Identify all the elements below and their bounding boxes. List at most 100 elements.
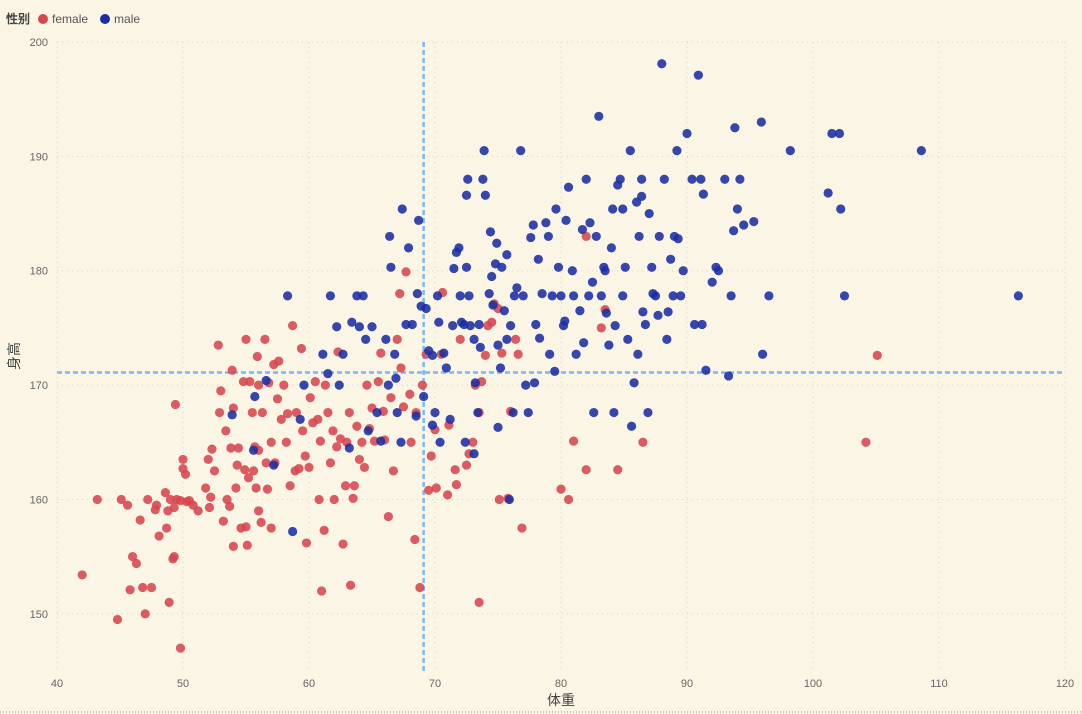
data-point-male bbox=[634, 231, 644, 242]
data-point-male bbox=[567, 266, 577, 276]
data-point-male bbox=[618, 291, 628, 301]
data-point-male bbox=[637, 174, 647, 184]
data-point-female bbox=[383, 512, 393, 522]
legend-item-female[interactable]: female bbox=[38, 12, 88, 26]
data-point-male bbox=[518, 291, 528, 301]
data-point-male bbox=[547, 291, 557, 301]
gridlines bbox=[0, 41, 1082, 713]
data-point-male bbox=[261, 375, 271, 386]
data-point-female bbox=[169, 552, 179, 562]
data-point-female bbox=[319, 525, 329, 535]
data-point-female bbox=[164, 597, 174, 607]
data-point-male bbox=[556, 291, 566, 301]
data-point-male bbox=[385, 231, 395, 242]
data-point-female bbox=[480, 350, 490, 360]
data-point-female bbox=[193, 506, 203, 516]
data-point-female bbox=[112, 614, 123, 625]
data-point-female bbox=[581, 231, 591, 242]
legend-title: 性别 bbox=[6, 12, 31, 26]
x-tick-label: 110 bbox=[930, 678, 948, 690]
data-point-male bbox=[386, 262, 396, 272]
data-point-female bbox=[254, 380, 264, 390]
data-point-male bbox=[571, 349, 581, 359]
data-point-female bbox=[257, 407, 267, 418]
data-point-female bbox=[175, 643, 186, 653]
data-point-male bbox=[318, 349, 328, 359]
data-point-male bbox=[678, 266, 688, 276]
data-point-female bbox=[301, 538, 312, 548]
data-point-female bbox=[345, 580, 356, 590]
data-point-male bbox=[623, 334, 633, 344]
data-point-male bbox=[756, 117, 766, 127]
data-point-male bbox=[609, 407, 619, 418]
data-point-male bbox=[391, 373, 401, 383]
data-point-male bbox=[396, 437, 406, 447]
data-point-male bbox=[269, 460, 279, 470]
data-point-male bbox=[589, 407, 599, 418]
data-point-female bbox=[146, 582, 157, 593]
legend-dot-female bbox=[38, 13, 49, 24]
data-point-male bbox=[726, 291, 736, 301]
data-point-female bbox=[214, 407, 225, 418]
data-point-male bbox=[487, 271, 497, 282]
data-point-male bbox=[383, 380, 393, 390]
data-point-female bbox=[352, 421, 362, 431]
data-point-female bbox=[340, 481, 351, 491]
data-point-male bbox=[839, 291, 850, 301]
data-point-male bbox=[427, 420, 438, 430]
data-point-female bbox=[218, 516, 228, 526]
data-point-female bbox=[314, 494, 324, 505]
legend-label-female: female bbox=[52, 11, 89, 26]
data-point-female bbox=[376, 348, 386, 358]
data-point-female bbox=[260, 334, 270, 344]
data-point-female bbox=[563, 494, 574, 505]
data-point-male bbox=[637, 191, 647, 201]
data-point-male bbox=[682, 128, 692, 139]
legend-item-male[interactable]: male bbox=[100, 12, 140, 26]
data-point-female bbox=[180, 469, 191, 479]
data-point-male bbox=[469, 334, 479, 344]
data-point-male bbox=[376, 436, 386, 446]
data-point-male bbox=[480, 190, 490, 200]
data-point-female bbox=[431, 483, 441, 493]
data-point-male bbox=[620, 262, 630, 272]
data-point-male bbox=[729, 226, 739, 236]
data-point-female bbox=[228, 403, 238, 413]
data-point-female bbox=[294, 463, 304, 474]
data-point-female bbox=[369, 436, 380, 446]
data-point-male bbox=[502, 250, 512, 260]
data-point-male bbox=[575, 306, 585, 316]
data-point-male bbox=[543, 231, 554, 242]
data-point-male bbox=[523, 407, 533, 418]
data-point-male bbox=[484, 289, 494, 299]
data-point-male bbox=[407, 319, 417, 330]
data-point-male bbox=[827, 128, 837, 139]
x-tick-label: 100 bbox=[804, 678, 822, 690]
data-point-male bbox=[295, 414, 305, 424]
data-point-female bbox=[266, 523, 276, 533]
data-point-male bbox=[663, 307, 673, 317]
data-point-male bbox=[749, 216, 759, 227]
data-point-male bbox=[584, 291, 594, 301]
data-point-female bbox=[451, 479, 462, 490]
data-point-female bbox=[204, 502, 215, 513]
data-point-female bbox=[170, 399, 181, 410]
data-point-female bbox=[241, 334, 251, 344]
y-tick-label: 160 bbox=[30, 494, 48, 506]
data-point-male bbox=[659, 174, 669, 184]
data-point-male bbox=[473, 407, 483, 418]
data-point-female bbox=[92, 494, 102, 505]
x-tick-label: 40 bbox=[51, 678, 63, 690]
data-point-female bbox=[272, 394, 283, 404]
data-point-female bbox=[243, 473, 254, 483]
x-tick-label: 70 bbox=[429, 678, 441, 690]
data-point-male bbox=[445, 414, 455, 424]
data-point-male bbox=[347, 317, 357, 327]
data-point-female bbox=[354, 454, 364, 465]
x-tick-label: 90 bbox=[681, 678, 693, 690]
data-point-female bbox=[395, 289, 405, 299]
data-point-male bbox=[764, 291, 774, 301]
data-point-male bbox=[730, 123, 740, 133]
data-point-male bbox=[579, 338, 589, 348]
